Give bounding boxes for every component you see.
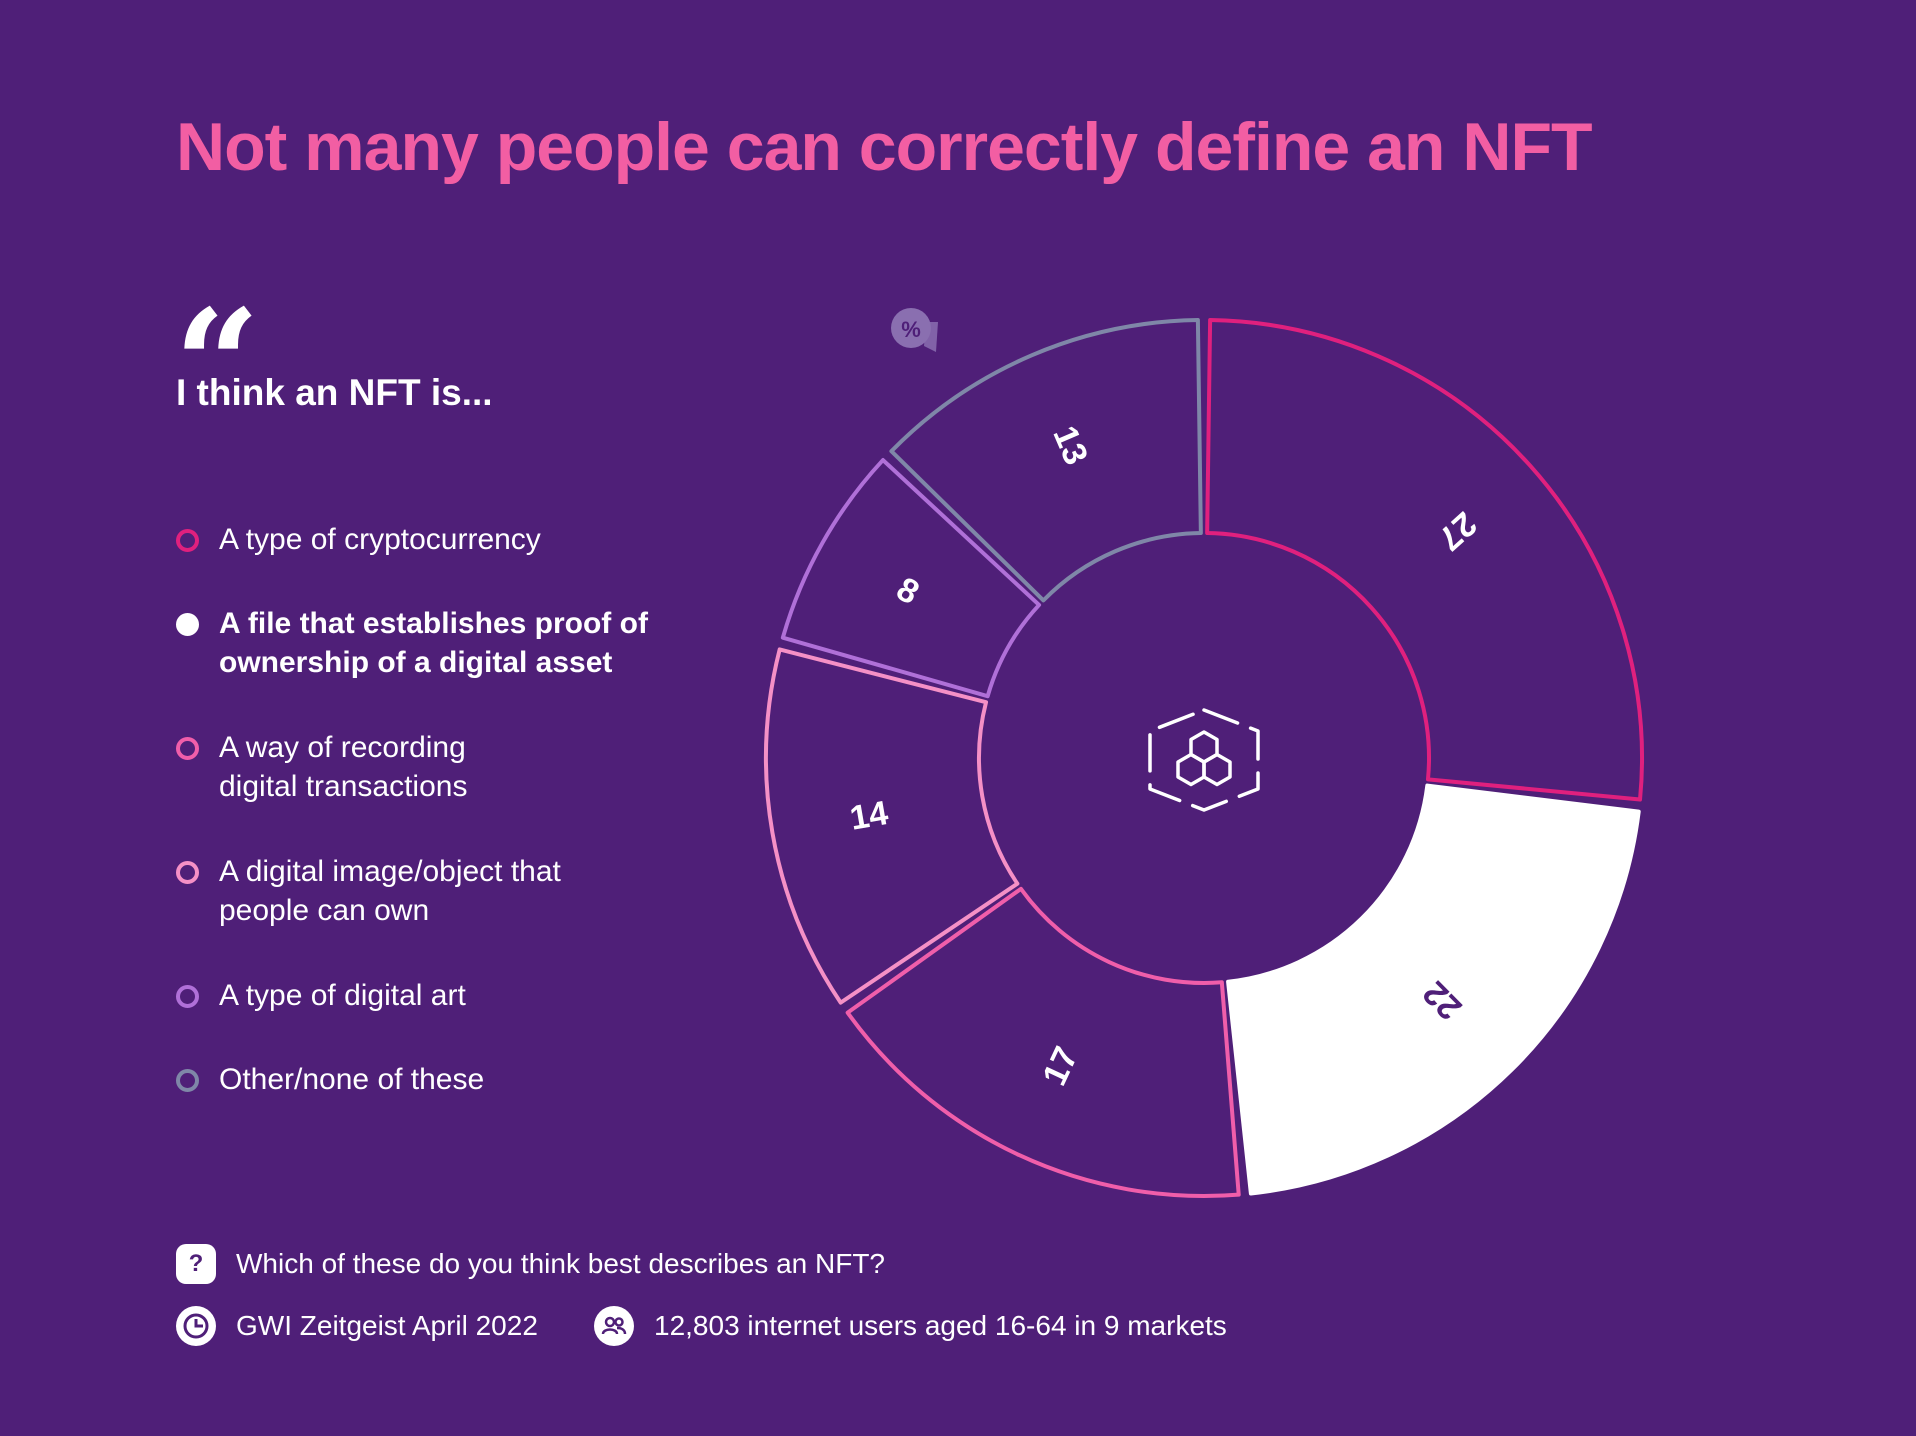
legend-label: A digital image/object that people can o… <box>219 855 561 927</box>
footer-sample: 12,803 internet users aged 16-64 in 9 ma… <box>594 1306 1227 1346</box>
legend-item: A type of digital art <box>176 976 736 1015</box>
legend-item: Other/none of these <box>176 1060 736 1099</box>
legend-label: A type of cryptocurrency <box>219 523 541 556</box>
donut-segments <box>764 318 1644 1198</box>
users-icon <box>594 1306 634 1346</box>
legend-label: A type of digital art <box>219 979 466 1012</box>
legend-circle-icon <box>176 737 199 760</box>
quote-text: I think an NFT is... <box>176 372 493 413</box>
legend-item: A digital image/object that people can o… <box>176 852 736 930</box>
gwi-logo-icon <box>176 1306 216 1346</box>
legend-circle-icon <box>176 985 199 1008</box>
donut-segment <box>1226 783 1641 1196</box>
legend-circle-icon <box>176 613 199 636</box>
page-title: Not many people can correctly define an … <box>176 109 1593 185</box>
percent-badge-text: % <box>901 317 921 342</box>
legend-item: A file that establishes proof of ownersh… <box>176 604 736 682</box>
donut-segment <box>780 458 1042 699</box>
legend-label: A file that establishes proof of ownersh… <box>219 607 648 679</box>
legend-item: A type of cryptocurrency <box>176 520 736 559</box>
footer-question: ? Which of these do you think best descr… <box>176 1244 885 1284</box>
donut-segment <box>764 647 1020 1005</box>
footer-source: GWI Zeitgeist April 2022 <box>176 1306 538 1346</box>
donut-segment <box>889 318 1203 603</box>
legend-label: Other/none of these <box>219 1063 485 1096</box>
percent-badge-icon: % <box>891 308 938 352</box>
legend-circle-icon <box>176 1069 199 1092</box>
legend-label: A way of recording digital transactions <box>219 731 468 803</box>
sample-text: 12,803 internet users aged 16-64 in 9 ma… <box>654 1310 1227 1341</box>
donut-segment <box>1205 318 1644 802</box>
legend-circle-icon <box>176 529 199 552</box>
blockchain-hexagon-icon <box>1148 708 1260 812</box>
question-icon: ? <box>176 1244 216 1284</box>
legend-circle-icon <box>176 861 199 884</box>
donut-segment <box>845 886 1241 1198</box>
survey-question: Which of these do you think best describ… <box>236 1248 885 1279</box>
legend-item: A way of recording digital transactions <box>176 728 736 806</box>
source-text: GWI Zeitgeist April 2022 <box>236 1310 538 1341</box>
donut-segment-value: 14 <box>847 794 891 838</box>
